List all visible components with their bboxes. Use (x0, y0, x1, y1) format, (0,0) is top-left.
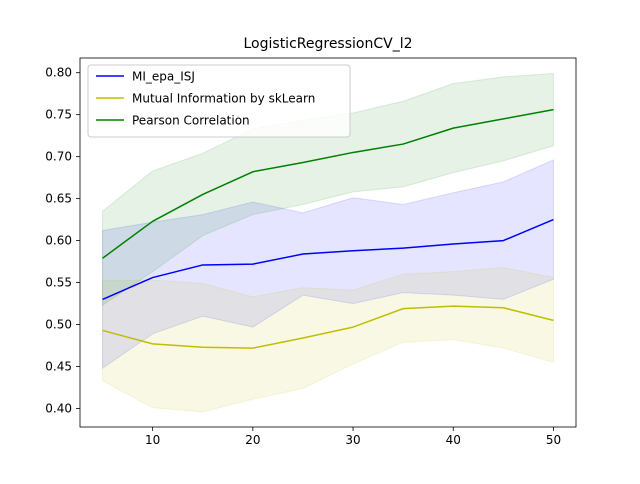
band-series-1 (102, 266, 554, 413)
legend-label: MI_epa_ISJ (132, 70, 195, 84)
legend-box (87, 64, 351, 138)
legend-label: Pearson Correlation (132, 114, 250, 128)
y-tick-label: 0.45 (45, 360, 72, 374)
y-tick-label: 0.50 (45, 318, 72, 332)
y-tick-label: 0.75 (45, 108, 72, 122)
line-series-0 (102, 218, 554, 301)
line-series-1 (102, 305, 554, 349)
y-tick-label: 0.80 (45, 66, 72, 80)
legend-label: Mutual Information by skLearn (132, 92, 315, 106)
y-tick-label: 0.65 (45, 192, 72, 206)
line-series-2 (102, 108, 554, 259)
y-tick-label: 0.70 (45, 150, 72, 164)
y-tick-label: 0.60 (45, 234, 72, 248)
legend: MI_epa_ISJ Mutual Information by skLearn P… (87, 64, 351, 138)
band-series-0 (102, 159, 554, 370)
x-tick-label: 30 (345, 433, 360, 447)
chart-title: LogisticRegressionCV_l2 (244, 36, 413, 52)
series-lines (102, 108, 554, 349)
y-tick-label: 0.55 (45, 276, 72, 290)
plot-frame (79, 57, 577, 428)
y-tick-label: 0.40 (45, 402, 72, 416)
x-tick-label: 50 (546, 433, 561, 447)
x-tick-label: 20 (245, 433, 260, 447)
x-tick-label: 40 (446, 433, 461, 447)
axes: 10 20 30 40 50 0.40 0.45 0.50 0.55 0.60 0.65 0.70 0.… (45, 57, 577, 447)
x-tick-label: 10 (145, 433, 160, 447)
